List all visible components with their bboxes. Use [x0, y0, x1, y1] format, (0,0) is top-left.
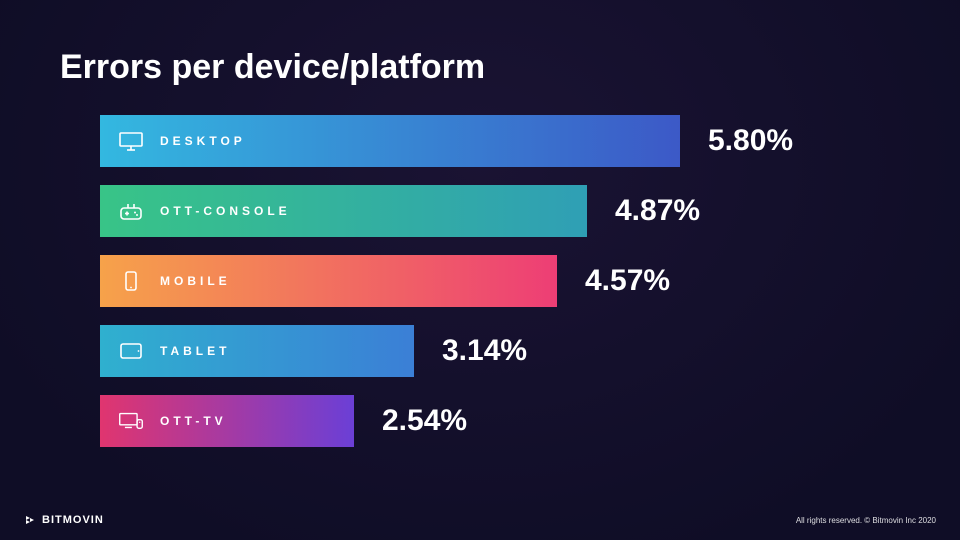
- bar-ott-tv: OTT-TV: [100, 395, 354, 447]
- chart-row: MOBILE 4.57%: [100, 255, 900, 307]
- bar-label: OTT-TV: [160, 414, 227, 428]
- chart-row: TABLET 3.14%: [100, 325, 900, 377]
- footer: BITMOVIN All rights reserved. © Bitmovin…: [24, 514, 936, 526]
- desktop-icon: [118, 130, 144, 152]
- bar-value: 3.14%: [442, 334, 527, 368]
- bar-mobile: MOBILE: [100, 255, 557, 307]
- brand-text: BITMOVIN: [42, 514, 104, 526]
- bar-desktop: DESKTOP: [100, 115, 680, 167]
- bar-value: 4.57%: [585, 264, 670, 298]
- brand: BITMOVIN: [24, 514, 104, 526]
- bar-label: OTT-CONSOLE: [160, 204, 291, 218]
- bar-label: MOBILE: [160, 274, 231, 288]
- bar-value: 5.80%: [708, 124, 793, 158]
- bar-console: OTT-CONSOLE: [100, 185, 587, 237]
- bar-value: 4.87%: [615, 194, 700, 228]
- mobile-icon: [118, 270, 144, 292]
- bar-chart: DESKTOP 5.80% OTT-CONSOLE 4.87% MOBILE 4.57% T…: [100, 115, 900, 447]
- ott-tv-icon: [118, 410, 144, 432]
- brand-logo-icon: [24, 514, 36, 526]
- tablet-icon: [118, 340, 144, 362]
- bar-label: DESKTOP: [160, 134, 246, 148]
- chart-row: OTT-TV 2.54%: [100, 395, 900, 447]
- bar-label: TABLET: [160, 344, 230, 358]
- slide: Errors per device/platform DESKTOP 5.80% O…: [0, 0, 960, 540]
- console-icon: [118, 200, 144, 222]
- chart-row: OTT-CONSOLE 4.87%: [100, 185, 900, 237]
- page-title: Errors per device/platform: [60, 48, 900, 87]
- bar-tablet: TABLET: [100, 325, 414, 377]
- copyright-text: All rights reserved. © Bitmovin Inc 2020: [796, 516, 936, 525]
- chart-row: DESKTOP 5.80%: [100, 115, 900, 167]
- bar-value: 2.54%: [382, 404, 467, 438]
